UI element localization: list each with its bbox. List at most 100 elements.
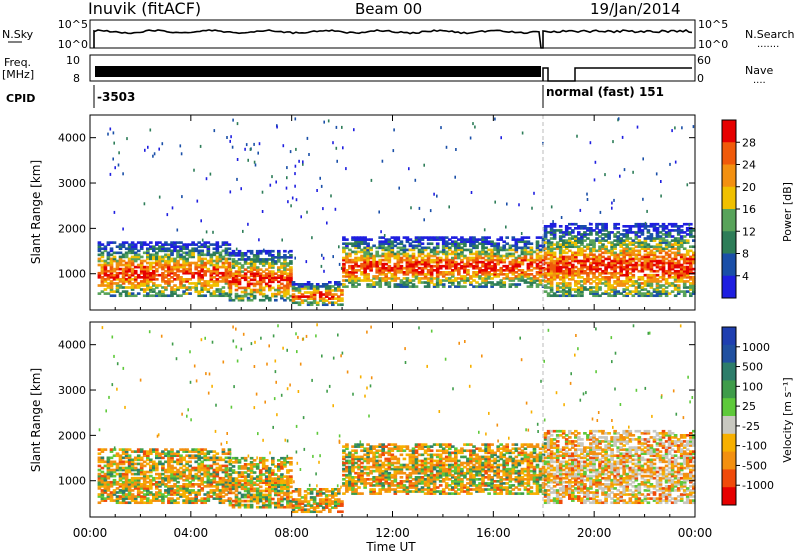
echo-cell xyxy=(658,245,663,249)
echo-cell xyxy=(387,240,392,244)
echo-cell xyxy=(274,505,278,509)
echo-cell xyxy=(613,245,617,249)
echo-cell xyxy=(499,248,504,252)
echo-cell xyxy=(255,268,260,271)
echo-cell xyxy=(529,250,534,254)
echo-cell xyxy=(130,284,135,287)
echo-cell xyxy=(109,448,114,451)
echo-cell xyxy=(543,267,548,271)
echo-cell xyxy=(97,468,102,472)
echo-cell xyxy=(411,246,416,250)
echo-cell xyxy=(203,497,208,500)
echo-cell xyxy=(664,233,669,236)
echo-cell xyxy=(610,263,614,267)
echo-cell xyxy=(182,483,186,486)
echo-cell xyxy=(199,144,202,148)
echo-cell xyxy=(393,269,398,272)
echo-cell xyxy=(212,485,217,488)
echo-cell xyxy=(634,261,639,265)
echo-cell xyxy=(628,280,633,283)
echo-cell xyxy=(280,272,284,276)
echo-cell xyxy=(571,271,575,275)
echo-cell xyxy=(583,257,587,261)
echo-cell xyxy=(252,276,257,280)
echo-cell xyxy=(417,266,422,270)
echo-cell xyxy=(348,273,352,276)
echo-cell xyxy=(121,489,126,492)
echo-cell xyxy=(625,245,630,249)
echo-cell xyxy=(212,454,217,458)
echo-cell xyxy=(631,269,636,273)
echo-cell xyxy=(589,271,593,275)
echo-cell xyxy=(118,474,123,478)
echo-cell xyxy=(173,259,177,263)
echo-cell xyxy=(637,259,642,263)
echo-cell xyxy=(529,279,534,282)
echo-cell xyxy=(277,249,281,253)
echo-cell xyxy=(441,244,446,248)
echo-cell xyxy=(571,231,575,234)
echo-cell xyxy=(130,476,135,480)
echo-cell xyxy=(622,251,627,255)
echo-cell xyxy=(595,288,599,291)
echo-cell xyxy=(261,465,266,468)
echo-cell xyxy=(158,480,162,484)
echo-cell xyxy=(234,284,239,288)
echo-cell xyxy=(115,480,120,484)
echo-cell xyxy=(155,466,159,470)
echo-cell xyxy=(505,266,510,270)
echo-cell xyxy=(586,237,590,240)
echo-cell xyxy=(426,281,431,284)
echo-cell xyxy=(640,243,645,246)
echo-cell xyxy=(484,281,488,284)
echo-cell xyxy=(203,280,208,283)
echo-cell xyxy=(354,264,358,268)
echo-cell xyxy=(234,274,239,278)
echo-cell xyxy=(598,263,602,267)
echo-cell xyxy=(670,261,675,265)
echo-cell xyxy=(564,243,569,246)
echo-cell xyxy=(475,281,479,284)
echo-cell xyxy=(206,450,211,453)
echo-cell xyxy=(130,267,135,271)
echo-cell xyxy=(631,282,636,285)
echo-cell xyxy=(221,255,226,259)
echo-cell xyxy=(357,246,361,250)
echo-cell xyxy=(118,271,123,275)
echo-cell xyxy=(438,279,443,282)
echo-cell xyxy=(490,256,494,260)
echo-cell xyxy=(643,263,648,267)
echo-cell xyxy=(351,242,355,246)
echo-cell xyxy=(289,150,292,154)
echo-cell xyxy=(106,278,111,281)
echo-cell xyxy=(209,271,214,275)
echo-cell xyxy=(628,292,633,295)
echo-cell xyxy=(109,493,114,496)
echo-cell xyxy=(592,255,596,259)
echo-cell xyxy=(357,240,361,244)
echo-cell xyxy=(577,290,581,293)
echo-cell xyxy=(109,485,114,488)
echo-cell xyxy=(191,456,195,460)
echo-cell xyxy=(457,266,461,270)
echo-cell xyxy=(631,263,636,267)
echo-cell xyxy=(268,280,272,284)
echo-cell xyxy=(589,227,593,230)
echo-cell xyxy=(552,278,557,281)
echo-cell xyxy=(564,267,569,271)
echo-cell xyxy=(211,384,213,388)
echo-cell xyxy=(363,260,367,264)
echo-cell xyxy=(234,252,239,255)
echo-cell xyxy=(484,264,488,268)
echo-cell xyxy=(176,474,180,478)
echo-cell xyxy=(393,283,398,286)
echo-cell xyxy=(546,267,551,271)
echo-cell xyxy=(631,276,636,279)
echo-cell xyxy=(146,280,150,283)
echo-cell xyxy=(337,295,341,298)
echo-cell xyxy=(532,266,537,270)
echo-cell xyxy=(106,480,111,484)
echo-cell xyxy=(658,280,663,283)
echo-cell xyxy=(124,269,129,273)
nave-line xyxy=(542,67,692,82)
